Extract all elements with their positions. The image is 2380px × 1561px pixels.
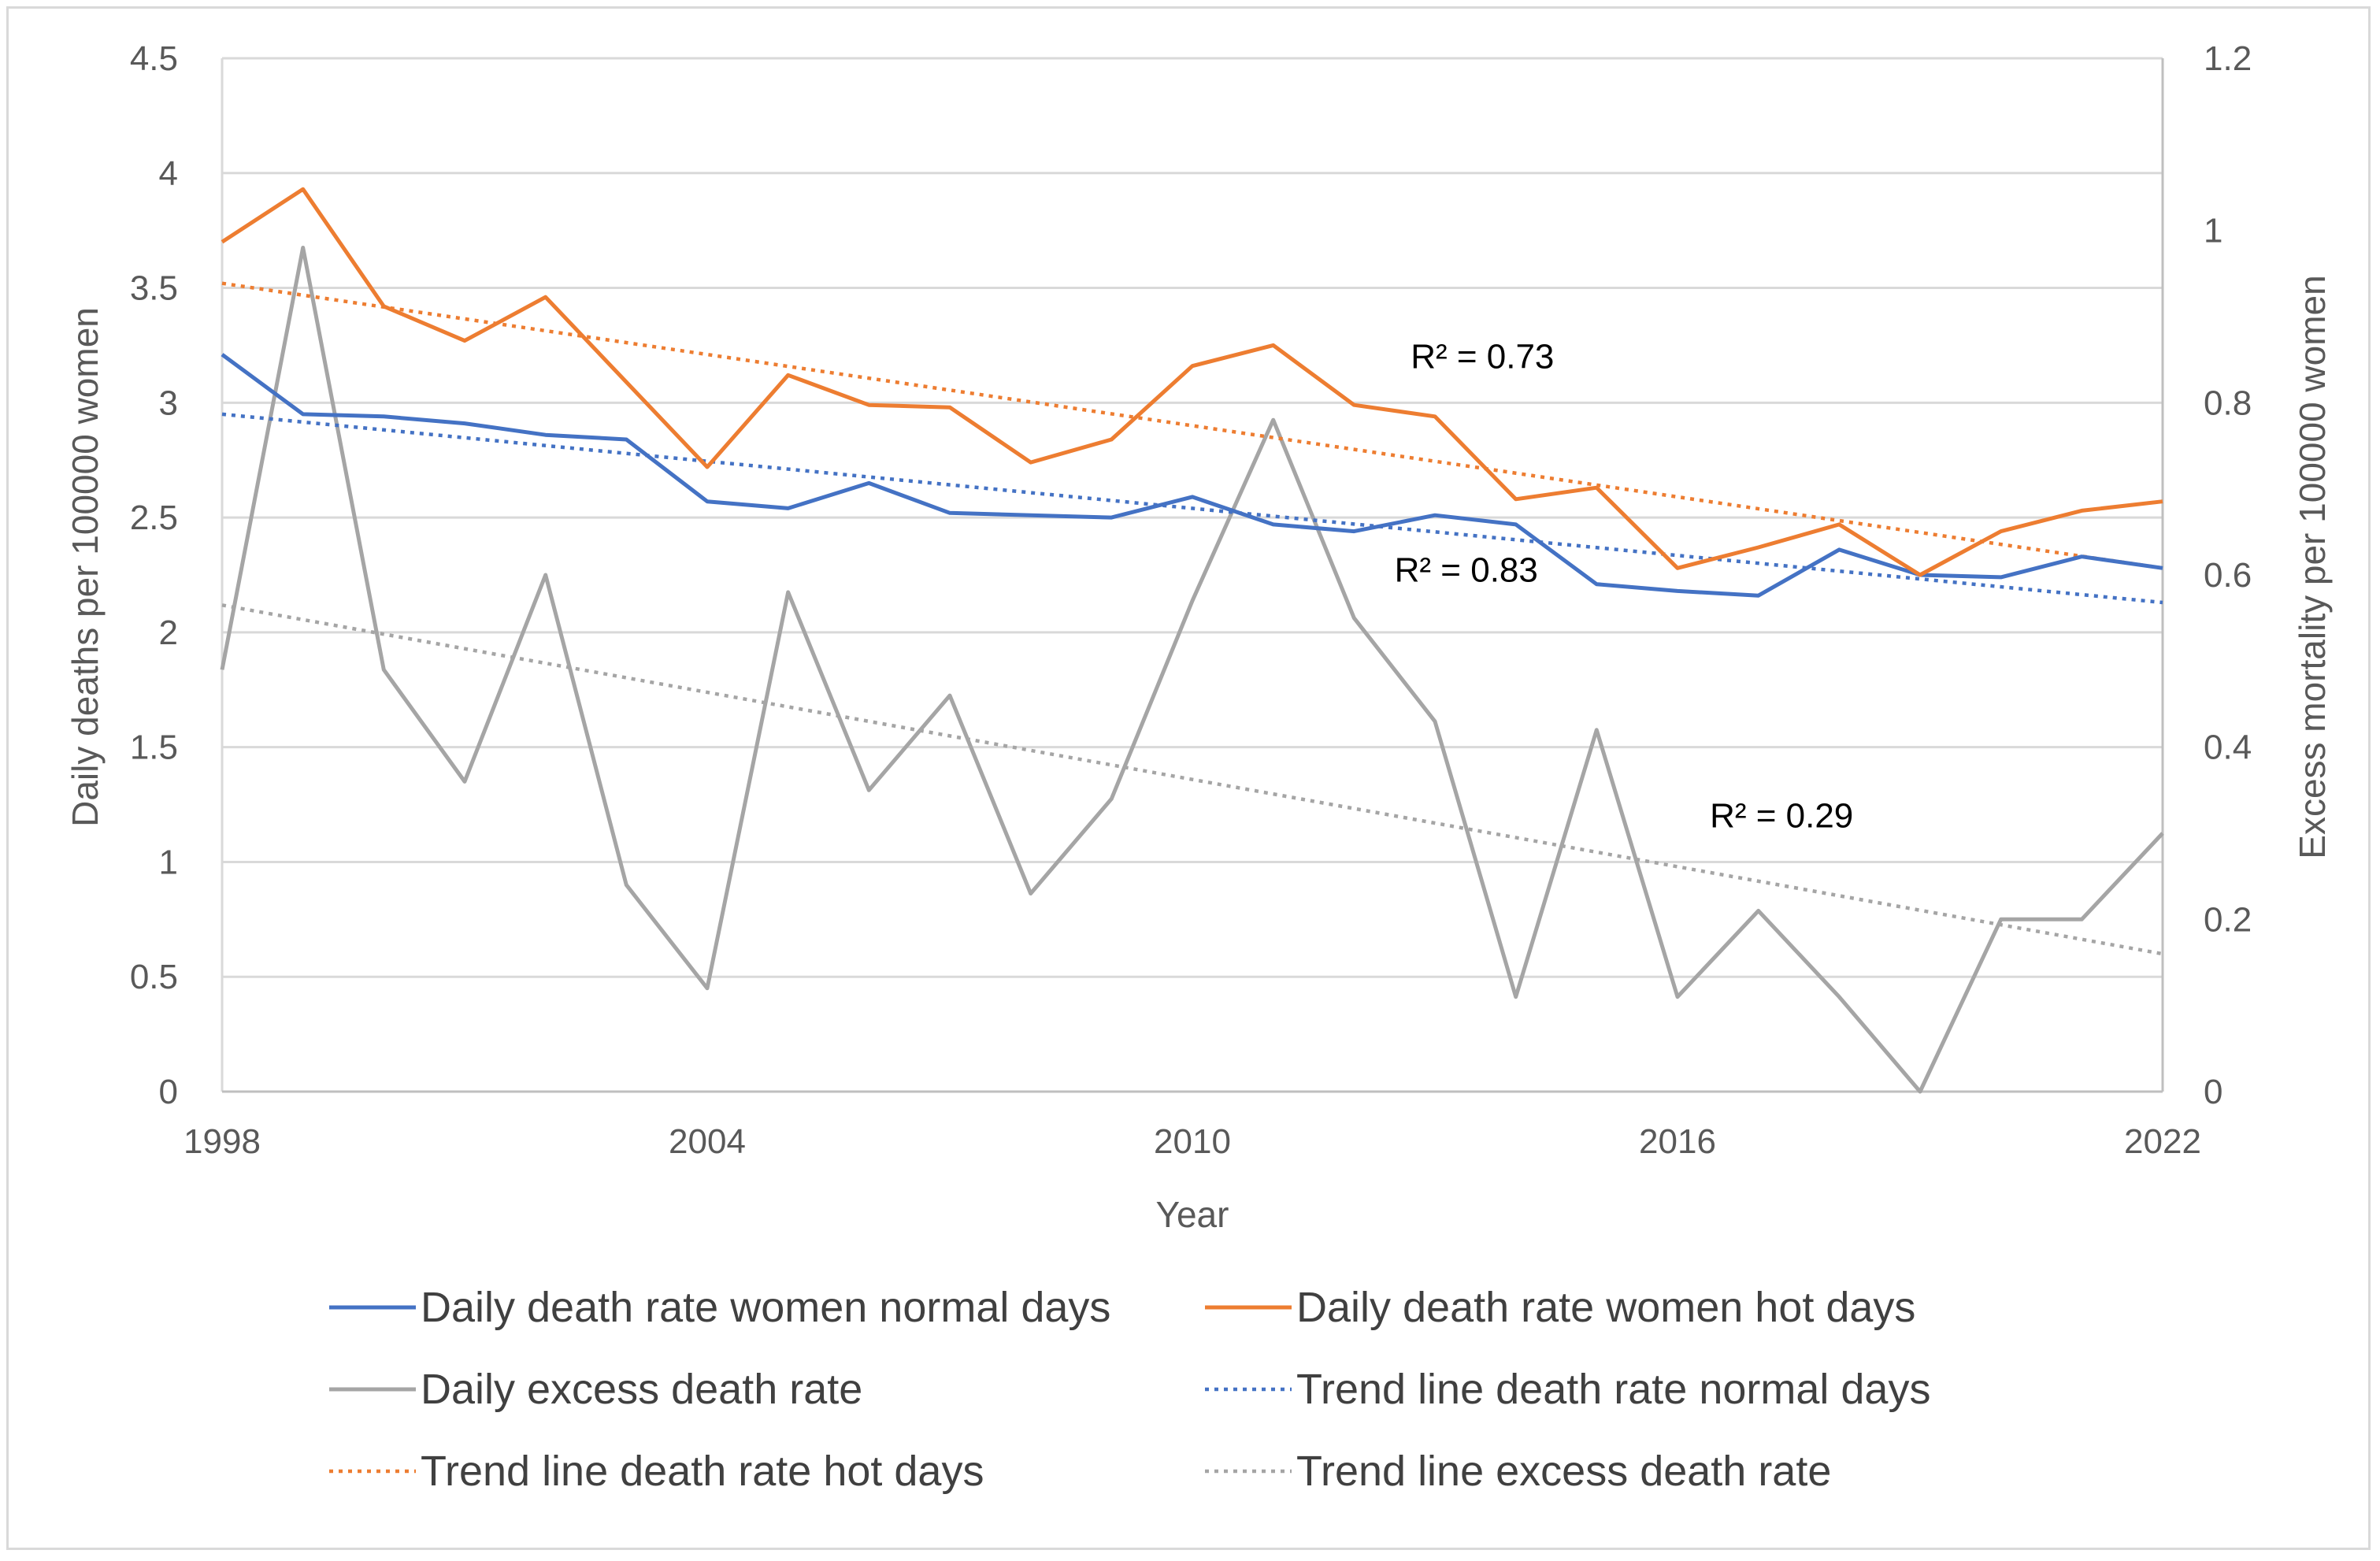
x-tick-label: 2010: [1154, 1122, 1231, 1161]
x-tick-label: 2016: [1639, 1122, 1716, 1161]
y-axis-left-title: Daily deaths per 100000 women: [65, 307, 106, 827]
r-squared-annotation: R² = 0.73: [1411, 338, 1554, 376]
y-right-tick-label: 1.2: [2204, 39, 2252, 78]
y-right-tick-label: 0.4: [2204, 729, 2252, 767]
y-right-tick-label: 0.6: [2204, 556, 2252, 595]
y-left-tick-label: 1.5: [130, 729, 178, 767]
y-left-tick-label: 0: [159, 1073, 178, 1111]
y-left-tick-label: 1: [159, 843, 178, 881]
x-axis-title: Year: [1156, 1194, 1229, 1235]
legend-label: Daily excess death rate: [421, 1366, 862, 1413]
x-tick-label: 2022: [2124, 1122, 2201, 1161]
series-line-trend-line-excess-death-rate: [221, 603, 2163, 956]
annotations: R² = 0.73 R² = 0.83 R² = 0.29: [1395, 338, 1854, 836]
y-right-tick-label: 0: [2204, 1073, 2222, 1111]
series-line-daily-death-rate-women-hot-days: [221, 187, 2163, 577]
y-left-tick-label: 2: [159, 614, 178, 652]
series-line-trend-line-death-rate-normal-days: [221, 412, 2163, 605]
y-left-tick-label: 3: [159, 384, 178, 422]
gridlines: [222, 57, 2163, 978]
legend-label: Trend line excess death rate: [1296, 1448, 1831, 1495]
series-line-daily-excess-death-rate: [220, 246, 2164, 1094]
r-squared-annotation: R² = 0.29: [1710, 797, 1853, 836]
legend-label: Trend line death rate normal days: [1296, 1366, 1930, 1413]
chart-frame: [6, 6, 2371, 1550]
x-tick-label: 1998: [184, 1122, 261, 1161]
y-right-tick-label: 0.8: [2204, 384, 2252, 422]
axes: [221, 58, 2164, 1093]
series-lines: [220, 187, 2164, 1094]
legend: Daily death rate women normal days Daily …: [329, 1284, 1930, 1495]
series-line-daily-death-rate-women-normal-days: [221, 353, 2163, 598]
series-line-trend-line-death-rate-hot-days: [221, 281, 2163, 570]
y-right-tick-label: 0.2: [2204, 900, 2252, 939]
y-axis-right-title: Excess mortality per 100000 women: [2292, 275, 2333, 858]
y-left-tick-label: 4: [159, 154, 178, 193]
tick-labels: 0 0.5 1 1.5 2 2.5 3 3.5 4 4.5 0 0.2 0.4 0.6 0.8 1 1.2 199…: [130, 39, 2252, 1161]
legend-label: Trend line death rate hot days: [421, 1448, 984, 1495]
y-left-tick-label: 3.5: [130, 269, 178, 308]
y-left-tick-label: 2.5: [130, 499, 178, 537]
y-right-tick-label: 1: [2204, 212, 2222, 250]
legend-label: Daily death rate women normal days: [421, 1284, 1110, 1331]
r-squared-annotation: R² = 0.83: [1395, 551, 1538, 590]
y-left-tick-label: 0.5: [130, 958, 178, 996]
x-tick-label: 2004: [669, 1122, 746, 1161]
y-left-tick-label: 4.5: [130, 39, 178, 78]
legend-label: Daily death rate women hot days: [1296, 1284, 1915, 1331]
